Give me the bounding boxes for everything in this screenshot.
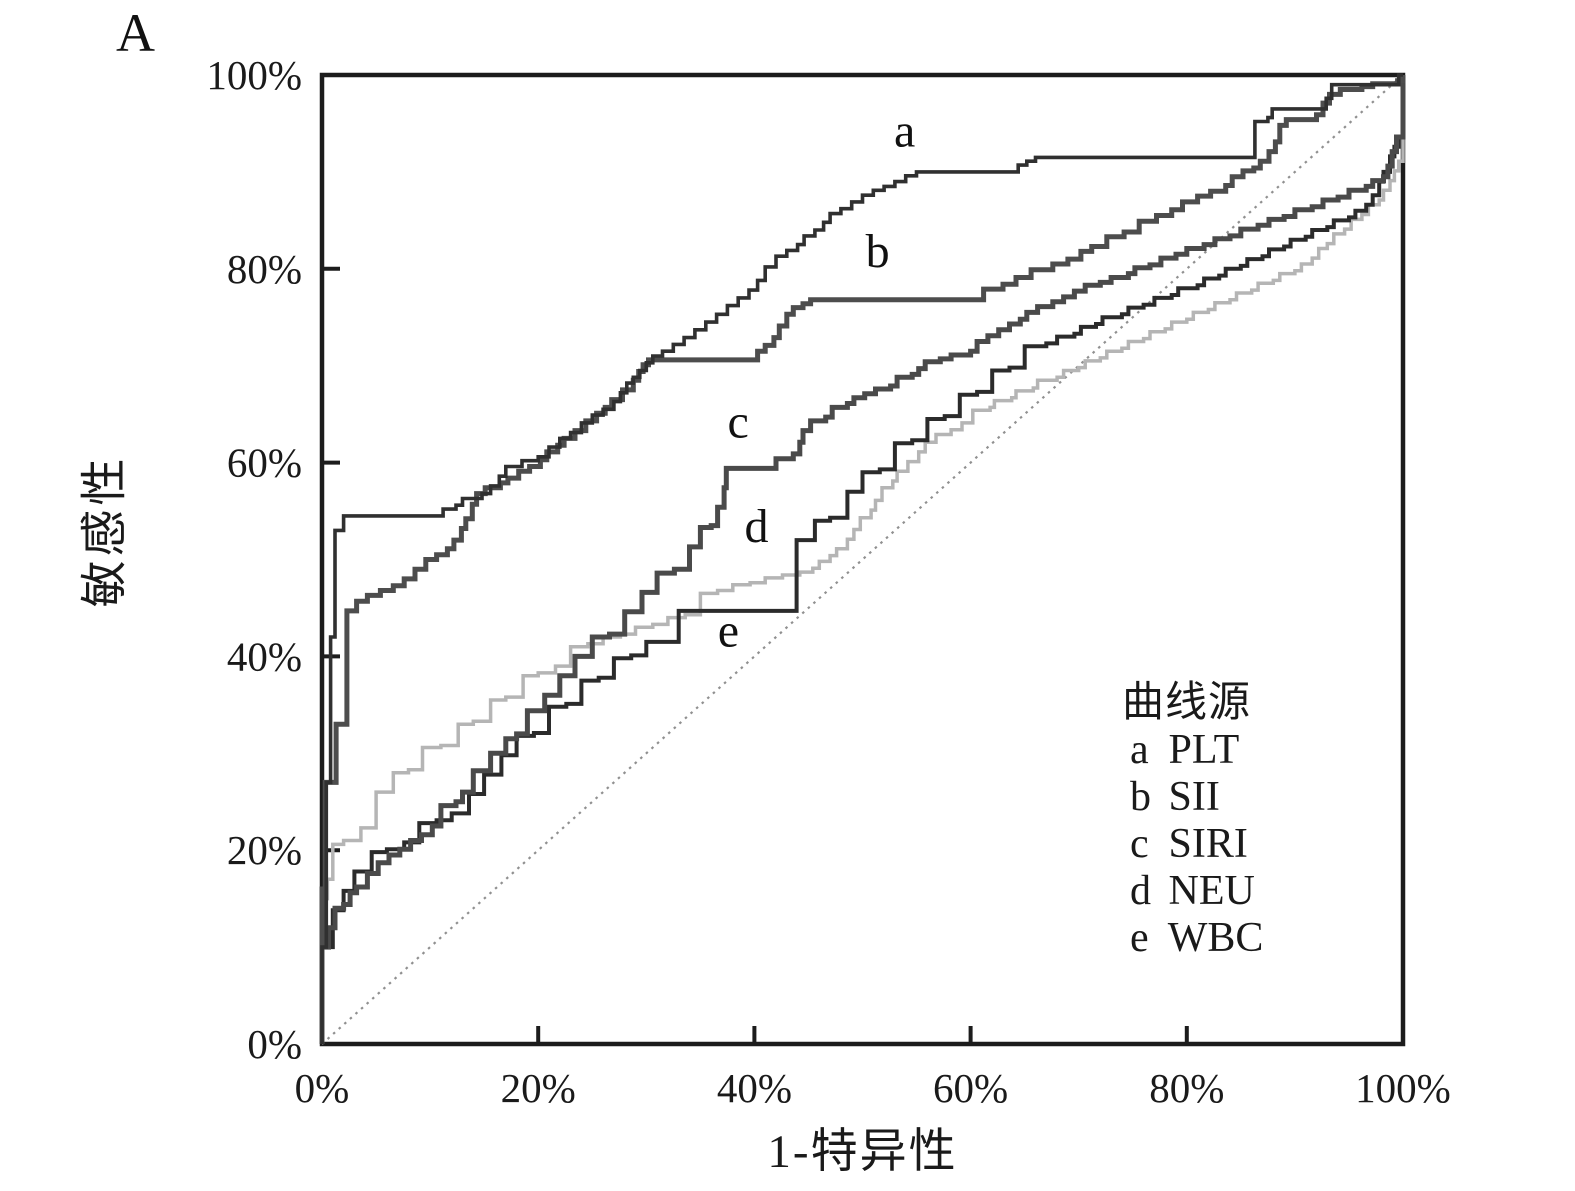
legend-key: e — [1130, 915, 1149, 961]
legend-label: WBC — [1158, 915, 1264, 961]
legend-item-e: e WBC — [1122, 915, 1263, 962]
curve-label-d: d — [745, 500, 769, 553]
x-tick-label: 20% — [501, 1065, 576, 1111]
y-tick-label: 100% — [206, 52, 302, 98]
legend: 曲线源 a PLT b SII c SIRI d NEU e WBC — [1122, 680, 1263, 962]
legend-label: PLT — [1158, 727, 1240, 773]
legend-item-b: b SII — [1122, 774, 1263, 821]
legend-label: NEU — [1158, 868, 1255, 914]
roc-curve-c — [319, 75, 1406, 1044]
curve-label-b: b — [866, 225, 890, 278]
y-tick-label: 0% — [247, 1021, 302, 1067]
legend-label: SII — [1158, 774, 1220, 820]
curve-label-c: c — [728, 395, 749, 448]
roc-curve-a — [320, 73, 1403, 1044]
y-tick-label: 20% — [227, 827, 302, 873]
legend-key: d — [1130, 868, 1151, 914]
x-tick-label: 40% — [717, 1065, 792, 1111]
axes-frame — [319, 72, 1406, 1047]
legend-items: a PLT b SII c SIRI d NEU e WBC — [1122, 727, 1263, 962]
roc-curve-d — [320, 75, 1405, 1044]
curve-label-a: a — [894, 105, 915, 158]
panel-label: A — [116, 3, 155, 63]
x-tick-label: 60% — [933, 1065, 1008, 1111]
y-tick-label: 40% — [227, 633, 302, 679]
legend-key: a — [1130, 727, 1149, 773]
legend-label: SIRI — [1158, 821, 1248, 867]
x-tick-label: 100% — [1355, 1065, 1451, 1111]
roc-curve-e — [320, 75, 1405, 1044]
x-tick-label: 80% — [1149, 1065, 1224, 1111]
legend-title: 曲线源 — [1122, 680, 1252, 726]
x-tick-label: 0% — [295, 1065, 350, 1111]
curve-label-e: e — [718, 605, 739, 658]
y-tick-label: 60% — [227, 440, 302, 486]
legend-item-c: c SIRI — [1122, 821, 1263, 868]
roc-curve-b — [319, 75, 1406, 1044]
legend-item-a: a PLT — [1122, 727, 1263, 774]
legend-key: b — [1130, 774, 1151, 820]
x-axis-title: 1-特异性 — [767, 1126, 958, 1178]
legend-item-d: d NEU — [1122, 868, 1263, 915]
y-tick-label: 80% — [227, 246, 302, 292]
legend-key: c — [1130, 821, 1149, 867]
